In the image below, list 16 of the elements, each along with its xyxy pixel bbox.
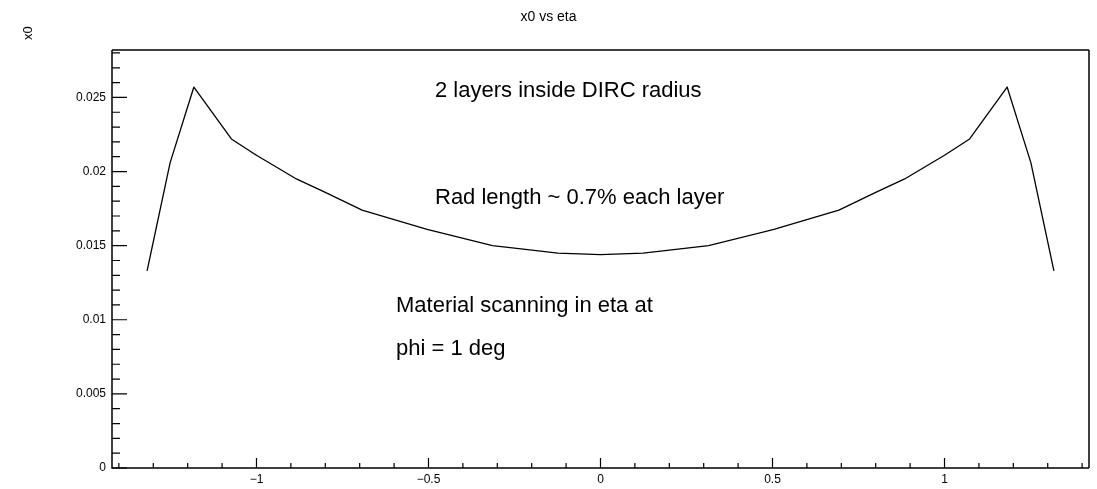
y-tick-label: 0.02 [82,163,107,178]
annotation: Material scanning in eta at phi = 1 deg [396,291,653,362]
x-tick-label: 0.5 [764,471,782,486]
chart-title: x0 vs eta [519,8,578,24]
y-axis-title: x0 [20,26,35,40]
x-tick-label: −0.5 [416,471,441,486]
x-tick-label: 1 [941,471,949,486]
y-tick-label: 0.015 [75,237,107,252]
y-tick-label: 0.005 [75,386,107,401]
x-tick-label: −1 [249,471,264,486]
x-tick-label: 0 [597,471,605,486]
y-tick-label: 0 [99,460,107,475]
annotation: Rad length ~ 0.7% each layer [435,183,725,211]
annotation: 2 layers inside DIRC radius [435,76,702,104]
y-tick-label: 0.025 [75,89,107,104]
y-tick-label: 0.01 [82,312,107,327]
